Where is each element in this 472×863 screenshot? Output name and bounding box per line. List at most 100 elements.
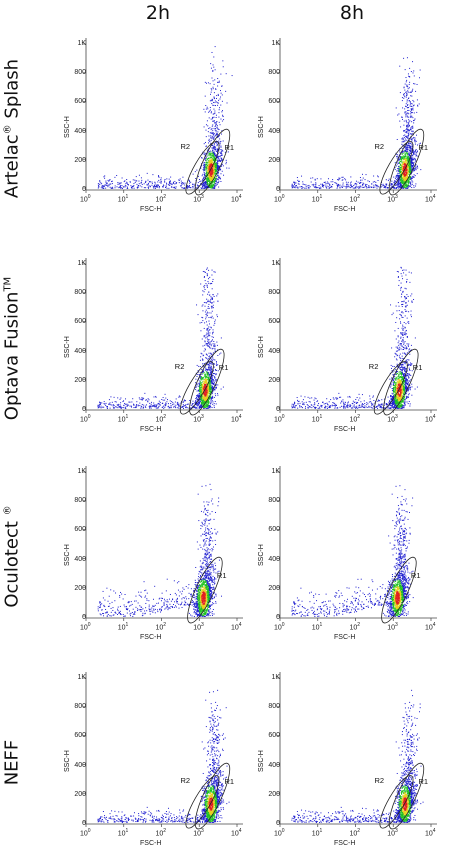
data-point [108,181,109,182]
data-point [409,120,410,121]
data-point [201,353,202,354]
data-point [406,97,407,98]
data-point [208,339,209,340]
data-point [393,187,394,188]
data-point [414,168,415,169]
data-point [212,270,213,271]
data-point [216,164,217,165]
data-point [360,186,361,187]
data-point [338,178,339,179]
data-point [416,149,417,150]
data-point [213,373,214,374]
x-tick-exponent: 4 [433,194,436,200]
data-point [204,351,205,352]
data-point [365,179,366,180]
data-point [210,177,211,178]
data-point [405,69,406,70]
data-point [212,302,213,303]
data-point [331,181,332,182]
data-point [210,400,211,401]
data-point [337,179,338,180]
data-point [408,117,409,118]
data-point [213,153,214,154]
data-point [403,135,404,136]
data-point [215,149,216,150]
data-point [203,183,204,184]
data-point [199,406,200,407]
data-point [407,137,408,138]
data-point [202,402,203,403]
data-point [390,185,391,186]
data-point [410,101,411,102]
data-point [217,82,218,83]
data-point [207,179,208,180]
data-point [211,176,212,177]
data-point [206,164,207,165]
data-point [157,181,158,182]
data-point [207,177,208,178]
data-point [406,103,407,104]
data-point [395,162,396,163]
data-point [108,185,109,186]
data-point [404,134,405,135]
data-point [203,178,204,179]
data-point [360,180,361,181]
data-point [232,75,233,76]
data-point [404,108,405,109]
data-point [403,177,404,178]
data-point [213,96,214,97]
data-point [202,373,203,374]
data-point [184,184,185,185]
data-point [218,136,219,137]
data-point [153,405,154,406]
data-point [216,370,217,371]
data-point [110,402,111,403]
data-point [221,111,222,112]
data-point [205,158,206,159]
data-point [205,400,206,401]
data-point [212,288,213,289]
data-point [403,176,404,177]
data-point [200,389,201,390]
x-tick-base: 10 [231,196,239,203]
data-point [207,125,208,126]
data-point [417,168,418,169]
data-point [397,168,398,169]
data-point [407,153,408,154]
data-point [406,162,407,163]
data-point [123,405,124,406]
data-point [214,117,215,118]
data-point [208,408,209,409]
data-point [210,384,211,385]
data-point [206,109,207,110]
data-point [197,185,198,186]
data-point [351,186,352,187]
data-point [117,397,118,398]
data-point [112,402,113,403]
data-point [147,173,148,174]
data-point [116,407,117,408]
data-point [405,183,406,184]
data-point [410,146,411,147]
data-point [218,179,219,180]
data-point [206,343,207,344]
data-point [400,180,401,181]
data-point [206,83,207,84]
data-point [219,107,220,108]
data-point [408,123,409,124]
data-point [408,76,409,77]
data-point [411,96,412,97]
data-point [225,163,226,164]
data-point [304,184,305,185]
data-point [216,131,217,132]
data-point [158,407,159,408]
data-point [297,187,298,188]
data-point [403,163,404,164]
data-point [406,169,407,170]
data-point [408,131,409,132]
data-point [98,183,99,184]
data-point [204,185,205,186]
data-point [201,394,202,395]
data-point [408,165,409,166]
data-point [209,405,210,406]
